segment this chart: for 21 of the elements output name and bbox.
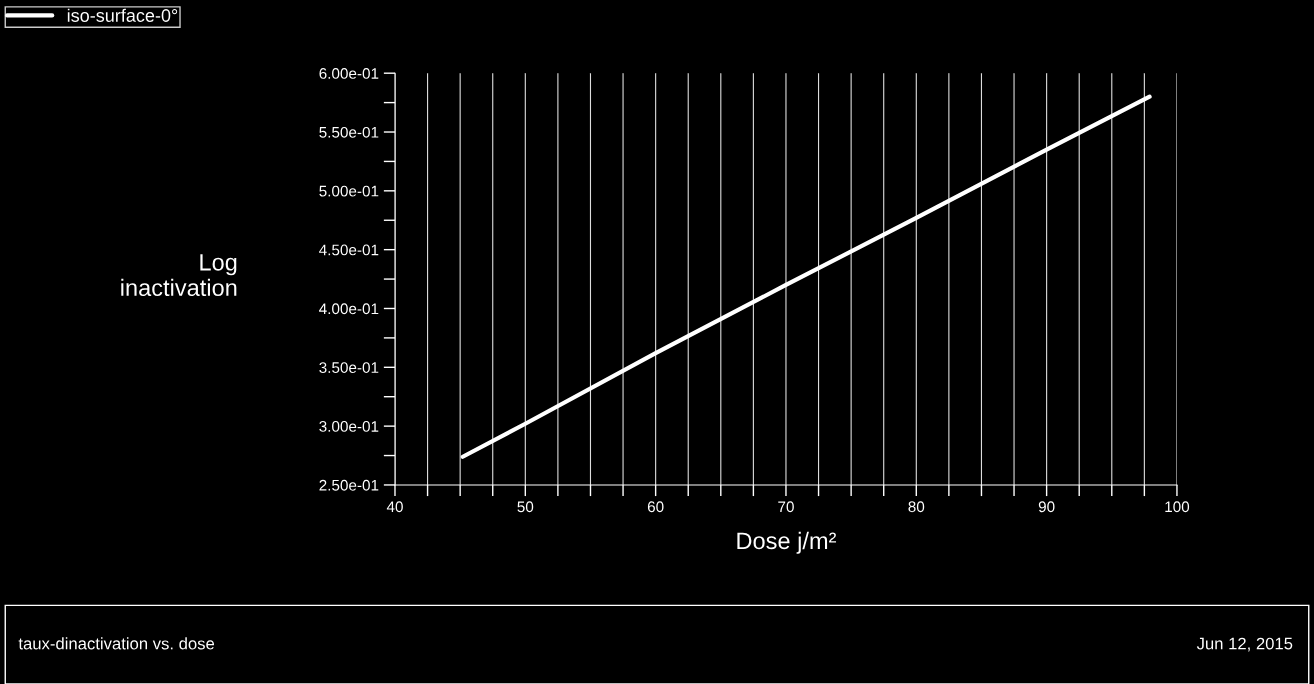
y-tick-label: 2.50e-01 xyxy=(319,479,379,491)
y-tick-label: 5.50e-01 xyxy=(319,126,379,138)
y-tick-label: 3.50e-01 xyxy=(319,362,379,373)
x-tick-label: 40 xyxy=(386,501,403,513)
y-tick-label: 5.00e-01 xyxy=(319,185,379,197)
y-axis-title: Log inactivation xyxy=(121,254,237,297)
x-tick-label: 70 xyxy=(778,501,794,513)
y-tick-label: 4.50e-01 xyxy=(319,244,379,256)
x-tick-label: 100 xyxy=(1165,501,1190,513)
x-axis-title: Dose j/m² xyxy=(737,531,837,554)
y-tick-label: 3.00e-01 xyxy=(319,421,379,432)
legend-label: iso-surface-0° xyxy=(67,8,178,22)
x-tick-label: 90 xyxy=(1038,501,1055,513)
y-tick-label: 4.00e-01 xyxy=(319,303,379,315)
line-series xyxy=(460,94,1152,459)
y-tick-label: 6.00e-01 xyxy=(319,68,379,79)
x-tick-label: 50 xyxy=(517,501,534,513)
x-tick-label: 60 xyxy=(647,501,664,513)
text: Jun 12, 2015 xyxy=(1196,637,1293,652)
text: taux-dinactivation vs. dose xyxy=(18,637,215,650)
x-tick-label: 80 xyxy=(908,501,925,513)
